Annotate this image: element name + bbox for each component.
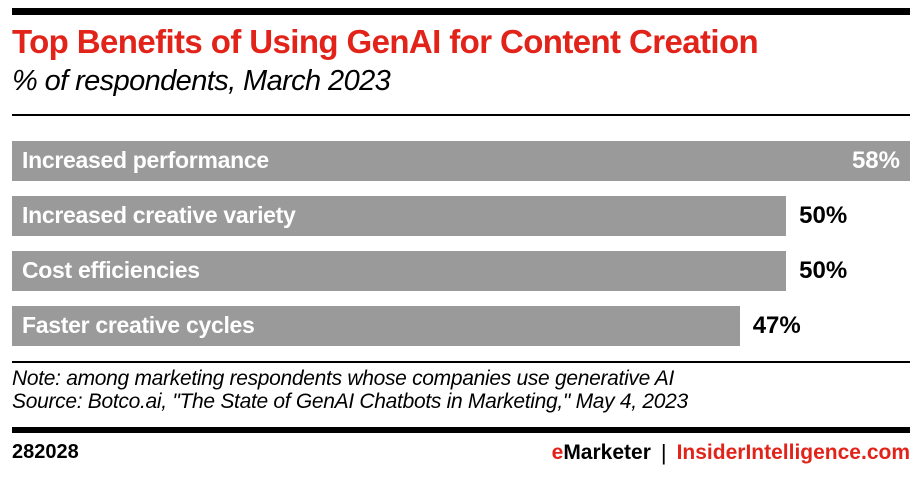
bar-value-label: 50%: [799, 256, 848, 284]
footer-rule: [12, 426, 910, 433]
top-rule: [12, 8, 910, 15]
note-line: Note: among marketing respondents whose …: [12, 366, 675, 390]
bar-row-cost-efficiencies: Cost efficiencies 50%: [12, 250, 910, 291]
brand-divider: |: [660, 439, 667, 465]
chart-title: Top Benefits of Using GenAI for Content …: [12, 23, 759, 60]
header-divider: [12, 113, 910, 116]
brand-block: eMarketer | InsiderIntelligence.com: [552, 440, 910, 466]
bar-row-increased-performance: Increased performance 58%: [12, 140, 910, 181]
bar-cost-efficiencies: Cost efficiencies: [12, 250, 787, 291]
bar-row-increased-creative-variety: Increased creative variety 50%: [12, 195, 910, 236]
insider-intelligence-link[interactable]: InsiderIntelligence.com: [676, 440, 910, 464]
footnote-divider: [12, 360, 910, 363]
footnotes: Note: among marketing respondents whose …: [12, 367, 910, 413]
footer: 282028 eMarketer | InsiderIntelligence.c…: [12, 440, 910, 466]
chart-subtitle: % of respondents, March 2023: [12, 65, 391, 98]
bar-increased-performance: Increased performance 58%: [12, 140, 910, 181]
bar-increased-creative-variety: Increased creative variety: [12, 195, 787, 236]
bar-category-label: Faster creative cycles: [22, 312, 255, 339]
bar-category-label: Cost efficiencies: [22, 257, 200, 284]
bar-category-label: Increased performance: [22, 147, 269, 174]
bar-category-label: Increased creative variety: [22, 202, 296, 229]
bar-chart: Increased performance 58% Increased creati…: [12, 140, 910, 346]
bar-value-label: 47%: [752, 311, 801, 339]
bar-value-label: 50%: [799, 201, 848, 229]
bar-faster-creative-cycles: Faster creative cycles: [12, 305, 740, 346]
bar-value-label: 58%: [851, 146, 900, 174]
chart-id: 282028: [12, 441, 79, 464]
bar-row-faster-creative-cycles: Faster creative cycles 47%: [12, 305, 910, 346]
emarketer-logo: eMarketer: [551, 440, 651, 464]
source-line: Source: Botco.ai, "The State of GenAI Ch…: [12, 389, 688, 413]
